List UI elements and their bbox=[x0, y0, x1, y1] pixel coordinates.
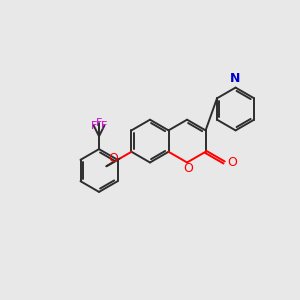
Text: F: F bbox=[101, 121, 108, 130]
Text: N: N bbox=[230, 72, 241, 85]
Text: F: F bbox=[91, 121, 97, 130]
Text: O: O bbox=[228, 156, 238, 169]
Text: O: O bbox=[108, 152, 118, 165]
Text: F: F bbox=[96, 118, 102, 128]
Text: O: O bbox=[184, 163, 194, 176]
